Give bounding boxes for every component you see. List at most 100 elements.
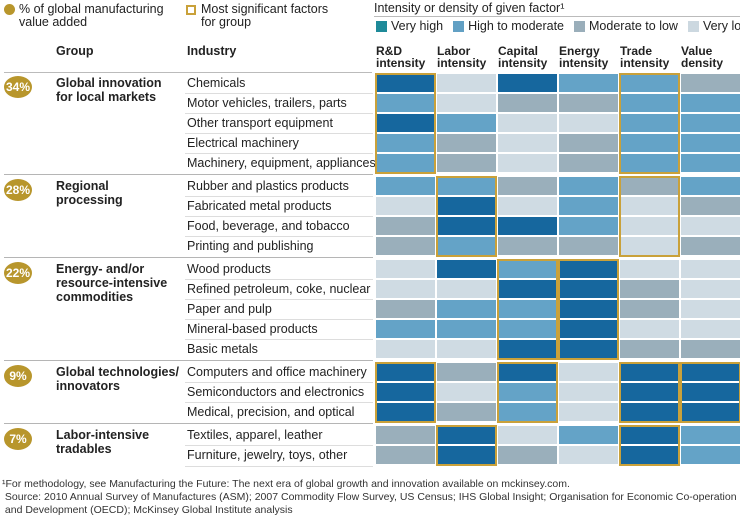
heatmap-cell [681, 363, 740, 381]
heatmap-cell [620, 94, 679, 112]
group-name: Regional processing [56, 179, 186, 207]
highlight-legend-label: Most significant factors for group [201, 3, 328, 29]
intensity-legend-title: Intensity or density of given factor¹ [374, 1, 565, 15]
intensity-legend: Very high High to moderate Moderate to low… [376, 19, 740, 33]
industry-label: Mineral-based products [187, 322, 318, 336]
industry-label: Refined petroleum, coke, nuclear [187, 282, 371, 296]
factor-header-line2: intensity [620, 56, 670, 70]
heatmap-cell [437, 446, 496, 464]
group-name-line: resource-intensive [56, 276, 168, 290]
row-divider [185, 299, 373, 300]
heatmap-cell [559, 177, 618, 195]
legend-level-label: Very low [702, 19, 740, 33]
heatmap-cell [498, 217, 557, 235]
group-name-line: Regional [56, 179, 109, 193]
group-name-line: processing [56, 193, 123, 207]
heatmap-cell [559, 403, 618, 421]
highlight-legend-line1: Most significant factors [201, 2, 329, 16]
heatmap-cell [559, 426, 618, 444]
share-badge: 22% [4, 262, 32, 284]
share-badge: 9% [4, 365, 32, 387]
share-legend-dot-icon [4, 4, 15, 15]
heatmap-cell [498, 403, 557, 421]
group-name: Energy- and/or resource-intensive commodit… [56, 262, 186, 304]
heatmap-cell [559, 383, 618, 401]
heatmap-cell [498, 280, 557, 298]
industry-label: Semiconductors and electronics [187, 385, 365, 399]
heatmap-cell [620, 237, 679, 255]
share-legend-line2: value added [19, 15, 88, 29]
row-divider [185, 236, 373, 237]
heatmap-cell [681, 300, 740, 318]
heatmap-cell [620, 300, 679, 318]
heatmap-cell [681, 426, 740, 444]
industry-label: Food, beverage, and tobacco [187, 219, 350, 233]
heatmap-cell [620, 74, 679, 92]
header-rule [4, 72, 372, 73]
heatmap-cell [620, 177, 679, 195]
industry-column-header: Industry [187, 44, 237, 58]
heatmap-cell [620, 154, 679, 172]
heatmap-cell [620, 114, 679, 132]
heatmap-cell [559, 74, 618, 92]
heatmap-cell [559, 134, 618, 152]
industry-label: Computers and office machinery [187, 365, 367, 379]
heatmap-cell [376, 154, 435, 172]
heatmap-cell [437, 426, 496, 444]
legend-swatch-icon [574, 20, 586, 32]
heatmap-cell [681, 280, 740, 298]
heatmap-cell [437, 114, 496, 132]
heatmap-cell [559, 280, 618, 298]
heatmap-cell [498, 94, 557, 112]
factor-header-line1: Capital [498, 44, 539, 58]
heatmap-cell [559, 320, 618, 338]
heatmap-cell [681, 403, 740, 421]
heatmap-cell [681, 94, 740, 112]
heatmap-cell [681, 74, 740, 92]
heatmap-cell [620, 446, 679, 464]
factor-header-line1: R&D [376, 44, 402, 58]
heatmap-cell [498, 177, 557, 195]
heatmap-cell [376, 383, 435, 401]
industry-label: Machinery, equipment, appliances [187, 156, 376, 170]
row-divider [185, 196, 373, 197]
row-divider [185, 382, 373, 383]
heatmap-cell [376, 426, 435, 444]
heatmap-cell [437, 217, 496, 235]
heatmap-cell [559, 363, 618, 381]
group-name-line: commodities [56, 290, 134, 304]
heatmap-cell [681, 446, 740, 464]
share-badge: 28% [4, 179, 32, 201]
heatmap-cell [559, 260, 618, 278]
row-divider [185, 319, 373, 320]
group-name-line: innovators [56, 379, 120, 393]
industry-label: Electrical machinery [187, 136, 299, 150]
group-name-line: for local markets [56, 90, 157, 104]
heatmap-cell [437, 134, 496, 152]
legend-level-label: Moderate to low [589, 19, 678, 33]
heatmap-cell [681, 154, 740, 172]
group-divider [4, 360, 373, 361]
heatmap-cell [559, 197, 618, 215]
heatmap-cell [498, 154, 557, 172]
heatmap-cell [498, 446, 557, 464]
industry-label: Other transport equipment [187, 116, 333, 130]
row-divider [185, 339, 373, 340]
heatmap-cell [498, 237, 557, 255]
factor-header-line2: intensity [559, 56, 609, 70]
factor-header: Value density [681, 45, 739, 69]
factor-header-line1: Trade [620, 44, 653, 58]
group-divider [4, 174, 373, 175]
legend-swatch-icon [687, 20, 699, 32]
share-badge: 34% [4, 76, 32, 98]
legend-swatch-icon [453, 20, 465, 32]
heatmap-cell [498, 134, 557, 152]
factor-header-line2: intensity [437, 56, 487, 70]
factor-header: R&D intensity [376, 45, 434, 69]
factor-header-line1: Value [681, 44, 713, 58]
heatmap-cell [437, 154, 496, 172]
group-name-line: Labor-intensive [56, 428, 150, 442]
heatmap-cell [498, 74, 557, 92]
legend-level-hm: High to moderate [453, 19, 564, 33]
heatmap-cell [376, 280, 435, 298]
